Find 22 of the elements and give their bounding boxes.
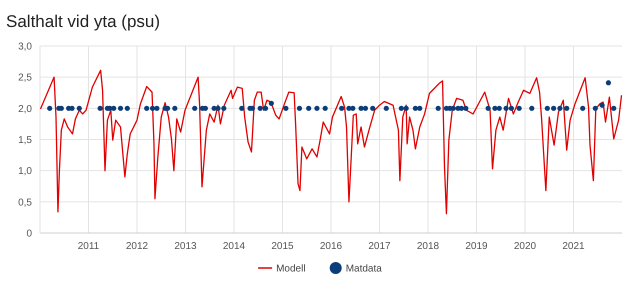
legend-label: Modell	[276, 264, 306, 274]
y-tick-label: 2,0	[18, 104, 32, 115]
legend-label: Matdata	[346, 264, 382, 274]
x-tick-label: 2012	[126, 241, 149, 252]
x-tick-label: 2021	[562, 241, 586, 252]
x-tick-label: 2016	[320, 241, 343, 252]
y-tick-label: 1,5	[18, 135, 32, 146]
x-tick-label: 2018	[416, 241, 440, 252]
y-tick-label: 0	[26, 228, 32, 240]
x-tick-label: 2011	[78, 241, 100, 252]
y-tick-label: 0,5	[18, 197, 32, 208]
y-tick-label: 3,0	[18, 42, 32, 52]
y-tick-label: 1,0	[18, 166, 32, 178]
x-tick-label: 2014	[222, 241, 246, 252]
x-tick-label: 2013	[174, 241, 198, 252]
y-tick-label: 2,5	[18, 72, 32, 84]
x-tick-label: 2017	[368, 241, 392, 252]
x-tick-label: 2015	[271, 241, 294, 252]
x-tick-label: 2020	[514, 241, 537, 252]
line-series	[40, 70, 622, 214]
chart-title: Salthalt vid yta (psu)	[6, 12, 160, 31]
x-tick-label: 2019	[465, 241, 488, 252]
